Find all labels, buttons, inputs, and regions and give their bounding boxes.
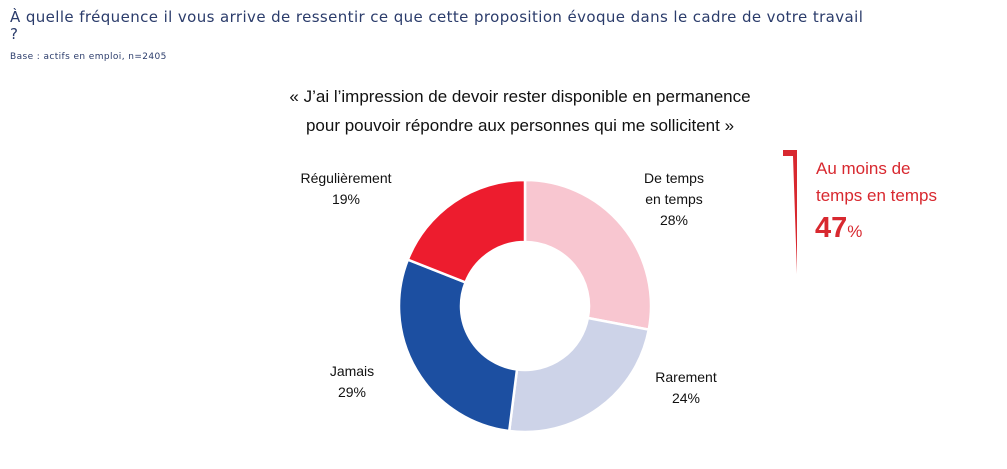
statement-quote-line-2: pour pouvoir répondre aux personnes qui …: [305, 116, 735, 135]
sample-base-note: Base : actifs en emploi, n=2405: [10, 52, 167, 62]
slice-category-label: Régulièrement: [300, 170, 391, 186]
question-title: À quelle fréquence il vous arrive de res…: [10, 8, 864, 43]
callout-number: 47: [815, 212, 848, 244]
callout-label-line-1: Au moins de: [816, 159, 911, 178]
slice-value-label: 24%: [672, 390, 700, 406]
callout-bracket: [783, 150, 797, 274]
slice-category-label: De temps: [644, 170, 704, 186]
donut-slice-jamais: [397, 257, 519, 433]
donut-slice-rarement: [507, 316, 651, 434]
slice-value-label: 28%: [660, 212, 688, 228]
callout-label-line-2: temps en temps: [816, 186, 937, 205]
slice-value-label: 29%: [338, 384, 366, 400]
slice-category-label: en temps: [645, 191, 703, 207]
slice-category-label: Jamais: [330, 363, 374, 379]
donut-slice-régulièrement: [406, 178, 527, 285]
callout-value: 47%: [815, 212, 862, 245]
slice-value-label: 19%: [332, 191, 360, 207]
slice-category-label: Rarement: [655, 369, 717, 385]
donut-slice-de-temps-en-temps: [523, 178, 653, 332]
callout-unit: %: [847, 222, 863, 241]
statement-quote-line-1: « J’ai l’impression de devoir rester dis…: [289, 87, 751, 106]
